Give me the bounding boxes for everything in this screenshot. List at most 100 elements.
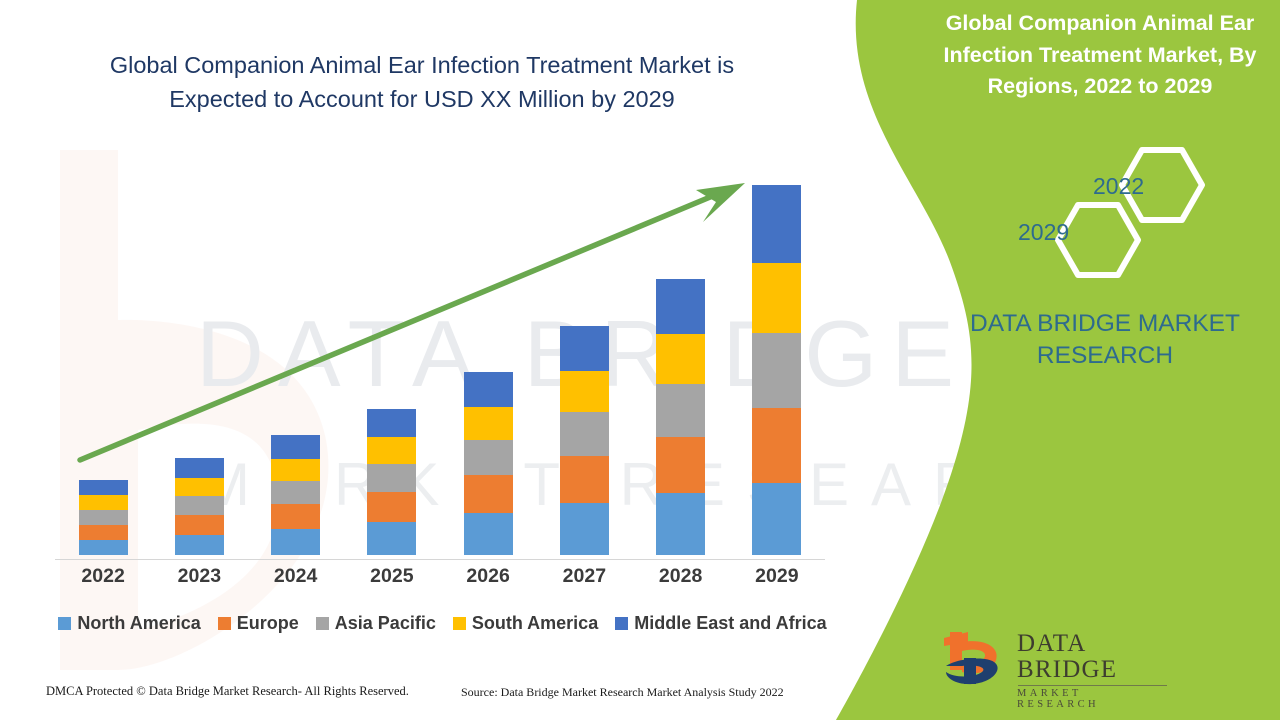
logo-text: DATA BRIDGE MARKET RESEARCH [1017,630,1167,710]
x-axis-labels: 2022 2023 2024 2025 2026 2027 2028 2029 [55,565,825,588]
chart-legend: North America Europe Asia Pacific South Ame… [55,613,830,634]
bar-segment [559,412,609,456]
legend-label: North America [77,613,201,633]
bar-column [344,150,440,555]
bar-segment [271,435,321,459]
bar-segment [559,503,609,555]
x-axis-tick: 2023 [177,565,222,587]
legend-item[interactable]: Asia Pacific [315,613,436,634]
x-axis-tick: 2026 [466,565,510,587]
bar-segment [174,535,224,555]
bar-stack [78,480,128,555]
legend-label: South America [471,613,599,633]
bar-segment [656,384,706,437]
logo-divider [1018,684,1167,686]
bar-segment [463,475,513,513]
bar-column [536,150,632,555]
bar-segment [463,513,513,555]
hex-year-2029: 2029 [1018,219,1070,245]
legend-swatch [615,617,629,630]
bar-segment [174,515,224,535]
bar-segment [174,478,224,496]
bar-group [55,150,825,555]
bar-segment [752,185,802,263]
hexagon-years-group [980,140,1230,290]
bar-segment [271,481,321,504]
bar-segment [463,407,513,440]
bar-column [248,150,344,555]
bar-stack [367,409,417,555]
bar-segment [367,492,417,522]
hexagon-outlines-icon [1055,147,1205,278]
x-axis-tick: 2024 [273,565,318,587]
bar-column [440,150,536,555]
chart-title: Global Companion Animal Ear Infection Tr… [109,52,735,113]
legend-label: Middle East and Africa [634,613,827,633]
legend-swatch [315,617,329,630]
bar-segment [367,437,417,464]
x-axis-tick: 2025 [370,565,414,587]
footer-copyright: DMCA Protected © Data Bridge Market Rese… [46,684,409,698]
bar-segment [559,371,609,412]
bar-segment [656,279,706,334]
bar-segment [656,437,706,493]
bar-segment [463,440,513,475]
bar-segment [78,540,128,555]
bar-segment [656,493,706,555]
bar-stack [174,458,224,555]
data-bridge-logo: DATA BRIDGE MARKET RESEARCH [942,628,1167,710]
hex-year-2022: 2022 [1093,173,1145,199]
x-axis-tick: 2029 [755,565,799,587]
bar-segment [78,510,128,525]
bar-segment [367,409,417,437]
legend-swatch [58,617,72,630]
bar-segment [271,504,321,529]
legend-swatch [217,617,231,630]
panel-brand-name: DATA BRIDGE MARKET RESEARCH [970,310,1240,370]
x-axis-tick: 2022 [81,565,125,587]
legend-swatch [452,617,466,630]
legend-item[interactable]: Europe [217,613,299,634]
bar-segment [174,496,224,515]
bar-segment [367,464,417,492]
bar-segment [559,326,609,371]
bar-segment [78,495,128,510]
bar-segment [463,372,513,407]
logo-tagline: MARKET RESEARCH [1017,687,1100,710]
bar-segment [752,333,802,408]
data-bridge-mark-icon [944,632,998,685]
bar-segment [174,458,224,478]
legend-label: Asia Pacific [334,613,436,633]
x-axis-tick: 2028 [658,565,703,587]
legend-item[interactable]: South America [452,613,599,634]
stacked-bar-chart [55,150,830,560]
panel-content: Global Companion Animal Ear Infection Tr… [940,0,1280,720]
bar-segment [559,456,609,503]
bar-stack [463,372,513,555]
bar-segment [367,522,417,555]
bar-stack [559,326,609,555]
bar-segment [271,459,321,481]
bar-segment [78,525,128,540]
logo-name: DATA BRIDGE [1017,630,1118,684]
bar-segment [752,263,802,333]
legend-item[interactable]: Middle East and Africa [615,613,827,634]
bar-column [151,150,247,555]
bar-segment [752,408,802,483]
bar-stack [271,435,321,555]
x-axis-tick: 2027 [562,565,607,587]
panel-title: Global Companion Animal Ear Infection Tr… [943,11,1257,99]
legend-item[interactable]: North America [58,613,201,634]
bar-column [633,150,729,555]
bar-segment [656,334,706,384]
legend-label: Europe [236,613,299,633]
chart-baseline [55,559,825,560]
bar-column [55,150,151,555]
footer-source: Source: Data Bridge Market Research Mark… [461,685,784,699]
bar-stack [656,279,706,555]
bar-stack [752,185,802,555]
bar-column [729,150,825,555]
bar-segment [78,480,128,495]
bar-segment [271,529,321,555]
